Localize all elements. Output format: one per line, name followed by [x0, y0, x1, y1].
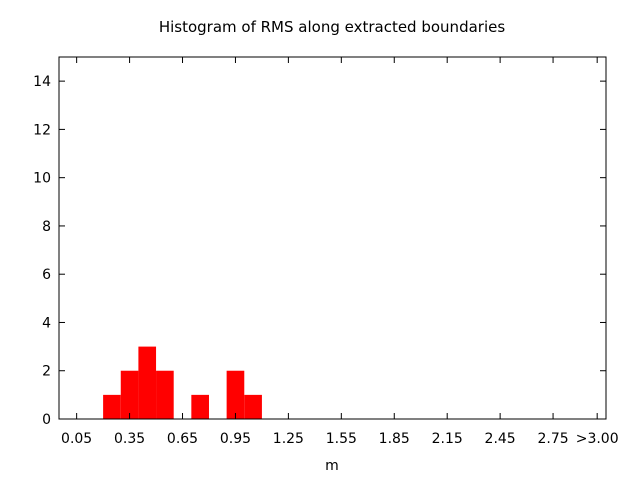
x-tick-label-5: 1.55	[326, 431, 357, 447]
x-tick-label-0: 0.05	[61, 431, 92, 447]
x-tick-label-10: >3.00	[576, 431, 619, 447]
x-tick-label-2: 0.65	[167, 431, 198, 447]
chart-title: Histogram of RMS along extracted boundar…	[159, 18, 506, 36]
x-tick-label-3: 0.95	[220, 431, 251, 447]
x-tick-label-6: 1.85	[379, 431, 410, 447]
ticks-layer	[59, 57, 606, 420]
histogram-bar-5	[226, 370, 245, 419]
y-tick-label-5: 10	[33, 171, 51, 187]
y-tick-label-1: 2	[42, 364, 51, 380]
x-tick-labels: 0.05 0.35 0.65 0.95 1.25 1.55 1.85 2.15 2.45 2.75…	[61, 431, 619, 447]
y-tick-label-6: 12	[33, 122, 51, 138]
histogram-bar-3	[156, 370, 174, 419]
y-tick-label-0: 0	[42, 412, 51, 428]
y-tick-label-2: 4	[42, 315, 51, 331]
histogram-bar-0	[103, 394, 121, 419]
histogram-bar-4	[191, 394, 209, 419]
bars-layer	[103, 346, 262, 419]
x-tick-label-8: 2.45	[485, 431, 516, 447]
x-axis-label: m	[325, 458, 339, 474]
y-tick-label-7: 14	[33, 74, 51, 90]
plot-frame	[58, 56, 607, 420]
y-tick-label-4: 8	[42, 219, 51, 235]
histogram-bar-2	[138, 346, 157, 419]
x-tick-label-7: 2.15	[432, 431, 463, 447]
x-tick-label-4: 1.25	[273, 431, 304, 447]
x-tick-label-1: 0.35	[114, 431, 145, 447]
y-tick-label-3: 6	[42, 267, 51, 283]
x-tick-label-9: 2.75	[537, 431, 568, 447]
histogram-bar-6	[244, 394, 262, 419]
histogram-bar-1	[120, 370, 139, 419]
y-tick-labels: 0 2 4 6 8 10 12 14	[33, 74, 51, 428]
